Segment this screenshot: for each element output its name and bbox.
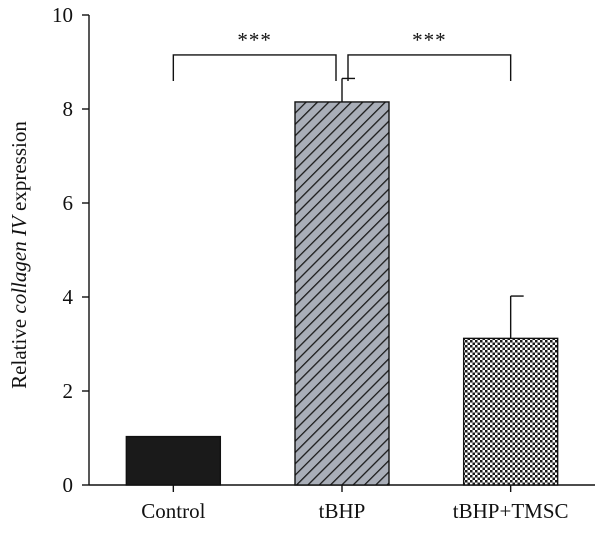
significance-brackets: *** ***: [172, 28, 512, 81]
y-tick-label: 4: [63, 285, 74, 309]
y-tick-label: 8: [63, 97, 74, 121]
y-tick-label: 2: [63, 379, 74, 403]
significance-label: ***: [237, 28, 272, 52]
significance-label: ***: [412, 28, 447, 52]
significance-bracket: [172, 54, 337, 81]
y-axis-label-prefix: Relative: [7, 314, 31, 389]
significance-bracket: [347, 54, 512, 81]
x-tick-label: tBHP: [319, 499, 366, 523]
x-tick-label: tBHP+TMSC: [453, 499, 569, 523]
bar-control: [125, 435, 222, 486]
x-tick-label: Control: [141, 499, 205, 523]
y-axis-label-suffix: expression: [7, 121, 31, 217]
bar-tbhp: [294, 101, 390, 486]
axes: 0 2 4 6 8 10 Control tBHP tBHP+TMSC: [52, 3, 595, 523]
y-tick-label: 10: [52, 3, 73, 27]
y-axis-label: Relative collagen IV expression: [7, 121, 31, 389]
y-axis-label-italic: collagen IV: [7, 214, 31, 314]
y-tick-label: 6: [63, 191, 74, 215]
y-tick-label: 0: [63, 473, 74, 497]
bar-tbhp-tmsc: [462, 337, 559, 486]
bars: [125, 101, 559, 486]
